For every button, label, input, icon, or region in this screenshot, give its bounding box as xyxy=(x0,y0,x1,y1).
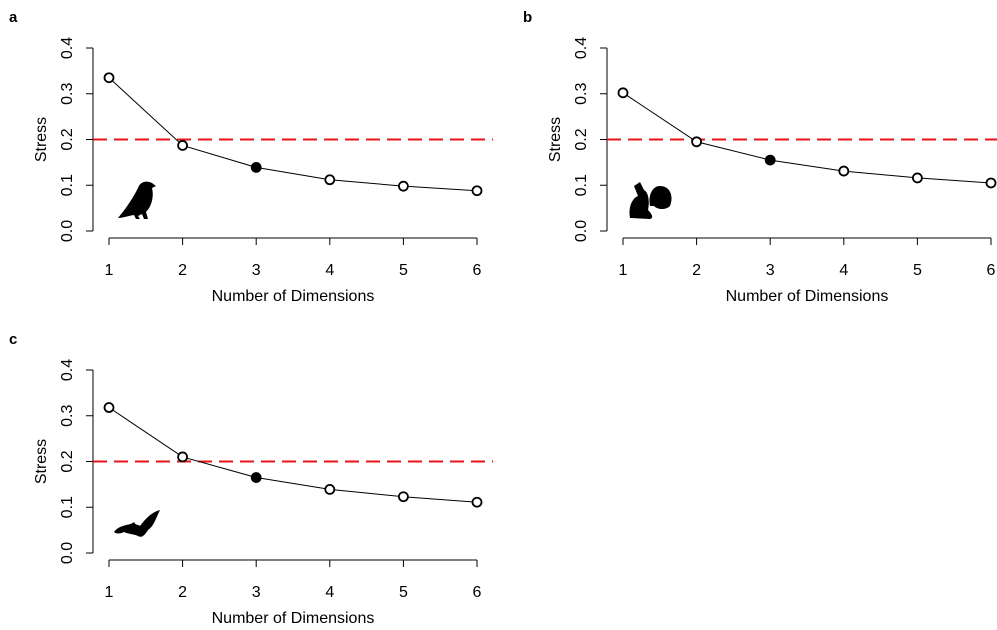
x-tick-label: 6 xyxy=(473,584,482,601)
x-tick-label: 2 xyxy=(692,262,701,279)
x-tick-label: 4 xyxy=(325,262,334,279)
stress-point xyxy=(471,496,483,508)
y-tick-label: 0.1 xyxy=(573,174,590,196)
y-tick-label: 0.2 xyxy=(59,128,76,150)
y-tick-label: 0.1 xyxy=(59,496,76,518)
y-tick-label: 0.3 xyxy=(59,83,76,105)
y-tick-label: 0.4 xyxy=(573,37,590,59)
y-tick-label: 0.0 xyxy=(573,220,590,242)
x-tick-label: 2 xyxy=(178,584,187,601)
stress-point xyxy=(103,402,115,413)
x-tick-label: 5 xyxy=(399,262,408,279)
x-axis-label: Number of Dimensions xyxy=(726,288,889,305)
stress-line xyxy=(622,92,992,184)
stress-point xyxy=(177,451,189,463)
x-tick-label: 6 xyxy=(473,262,482,279)
stress-line xyxy=(108,407,478,503)
x-tick-label: 1 xyxy=(105,584,114,601)
y-axis-label: Stress xyxy=(547,117,564,162)
stress-point xyxy=(471,185,483,197)
y-tick-label: 0.3 xyxy=(59,405,76,427)
x-tick-label: 6 xyxy=(987,262,996,279)
y-tick-label: 0.0 xyxy=(59,542,76,564)
squirrel-icon xyxy=(629,182,672,219)
stress-point xyxy=(397,491,409,503)
stress-point xyxy=(617,87,629,99)
x-tick-label: 3 xyxy=(252,584,261,601)
y-tick-label: 0.4 xyxy=(59,359,76,381)
x-axis-label: Number of Dimensions xyxy=(212,610,375,627)
bat-icon xyxy=(114,510,160,537)
y-tick-label: 0.0 xyxy=(59,220,76,242)
stress-point xyxy=(764,154,776,166)
stress-point xyxy=(177,140,189,151)
x-tick-label: 5 xyxy=(399,584,408,601)
stress-point xyxy=(324,174,336,186)
crow-icon xyxy=(118,181,156,219)
y-tick-label: 0.3 xyxy=(573,83,590,105)
y-tick-label: 0.4 xyxy=(59,37,76,59)
x-axis-label: Number of Dimensions xyxy=(212,288,375,305)
stress-point xyxy=(912,172,923,184)
panel-label: b xyxy=(523,9,532,26)
x-tick-label: 2 xyxy=(178,262,187,279)
panel-label: a xyxy=(9,9,18,26)
stress-point xyxy=(838,165,850,177)
y-axis-label: Stress xyxy=(33,439,50,484)
y-tick-label: 0.2 xyxy=(59,450,76,472)
panel-label: c xyxy=(9,331,17,348)
x-tick-label: 1 xyxy=(619,262,628,279)
y-tick-label: 0.1 xyxy=(59,174,76,196)
stress-point xyxy=(103,72,115,84)
y-tick-label: 0.2 xyxy=(573,128,590,150)
x-tick-label: 4 xyxy=(839,262,848,279)
stress-point xyxy=(250,472,262,483)
y-axis-label: Stress xyxy=(33,117,50,162)
x-tick-label: 3 xyxy=(766,262,775,279)
stress-point xyxy=(397,180,409,192)
stress-point xyxy=(985,177,997,189)
x-tick-label: 1 xyxy=(105,262,114,279)
stress-point xyxy=(691,136,702,148)
x-tick-label: 4 xyxy=(325,584,334,601)
x-tick-label: 5 xyxy=(913,262,922,279)
x-tick-label: 3 xyxy=(252,262,261,279)
stress-point xyxy=(250,162,262,173)
stress-line xyxy=(108,77,478,192)
stress-point xyxy=(324,484,336,495)
